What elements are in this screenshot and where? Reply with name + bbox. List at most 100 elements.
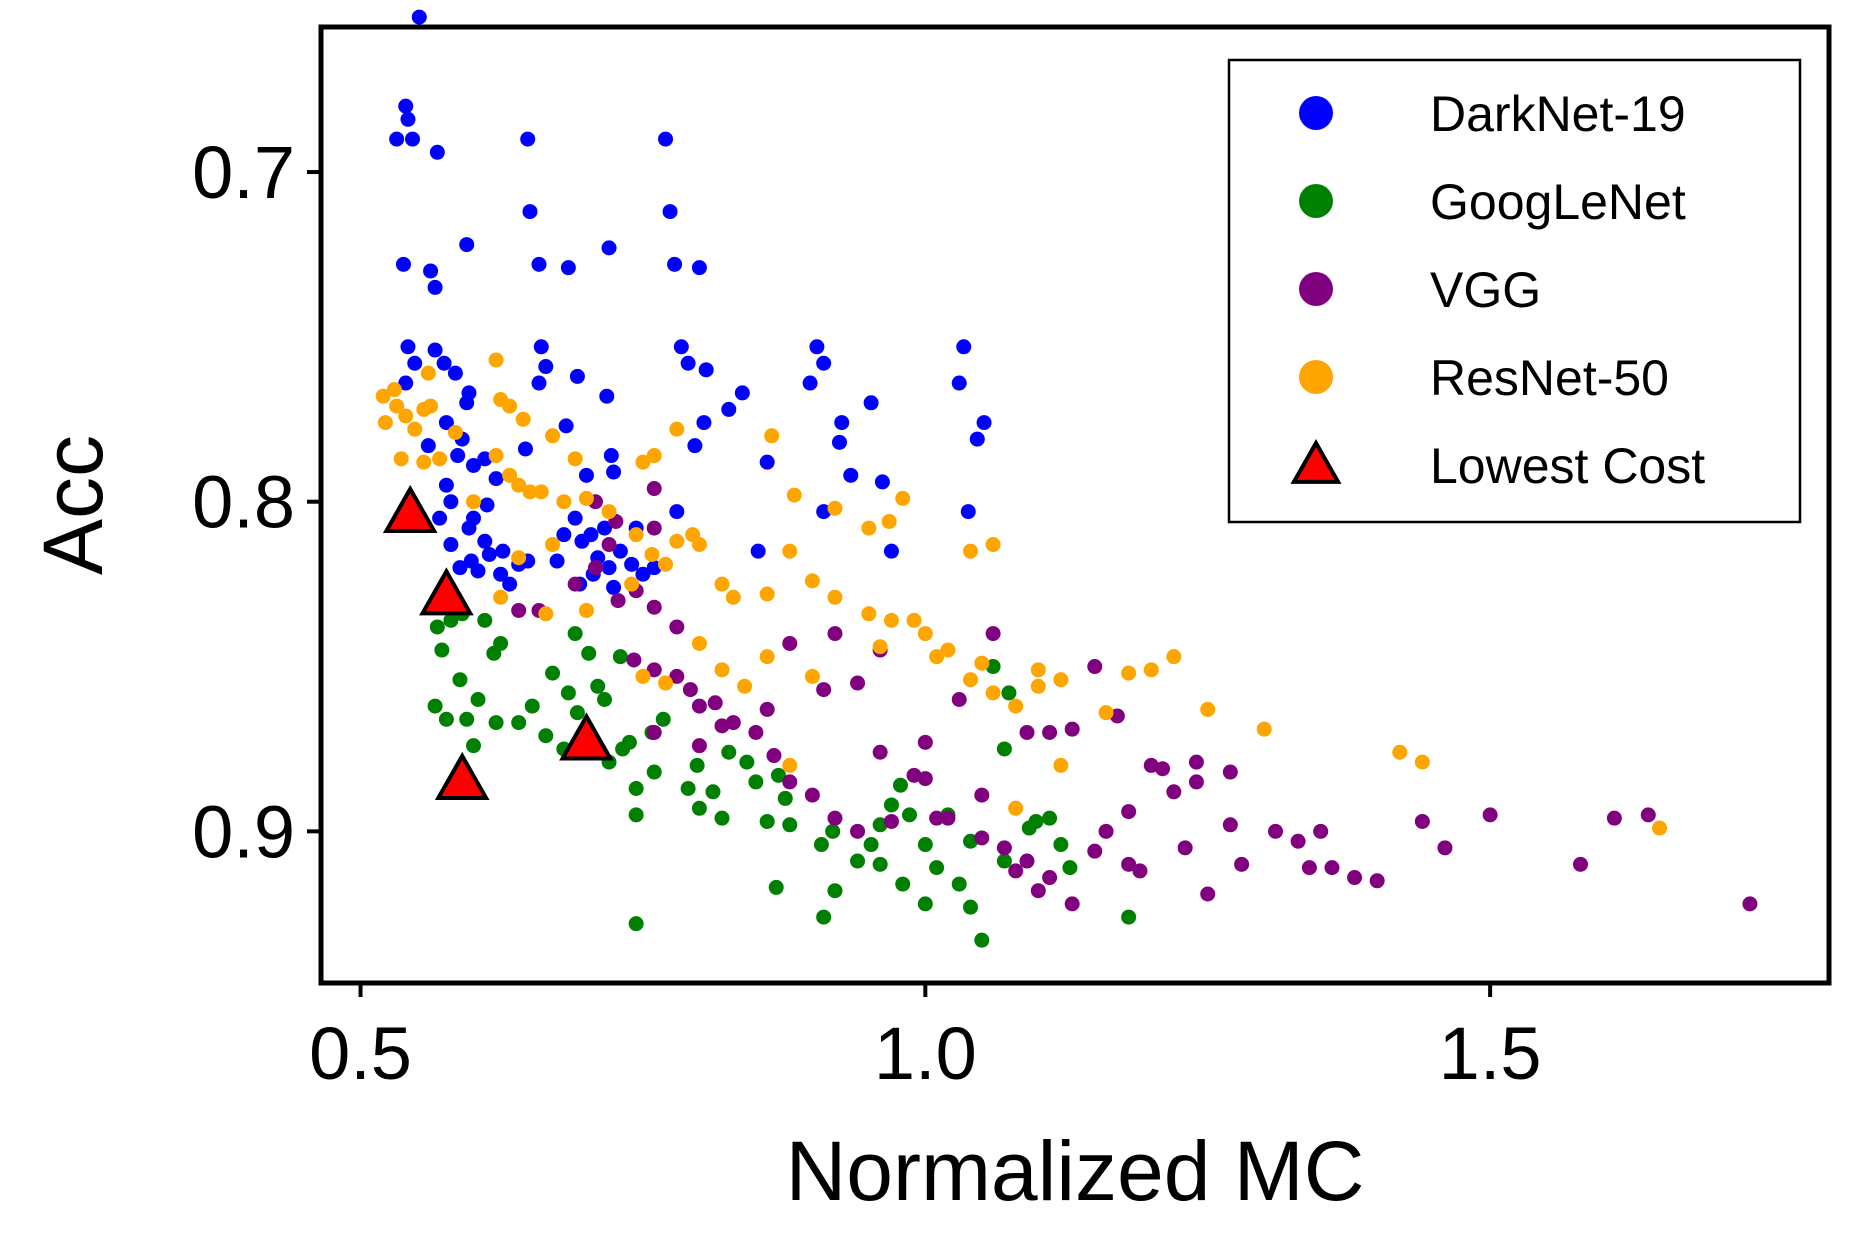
resnet-50-point bbox=[488, 448, 504, 464]
googlenet-point bbox=[1121, 909, 1137, 925]
googlenet-point bbox=[777, 790, 793, 806]
darknet-19-point bbox=[450, 448, 466, 464]
darknet-19-point bbox=[883, 543, 899, 559]
darknet-19-point bbox=[956, 339, 972, 355]
vgg-point bbox=[929, 810, 945, 826]
googlenet-point bbox=[1021, 820, 1037, 836]
googlenet-point bbox=[477, 612, 493, 628]
resnet-50-point bbox=[759, 649, 775, 665]
vgg-point bbox=[691, 698, 707, 714]
vgg-point bbox=[669, 619, 685, 635]
darknet-19-point bbox=[465, 457, 481, 473]
resnet-50-point bbox=[1030, 662, 1046, 678]
resnet-50-point bbox=[1392, 744, 1408, 760]
googlenet-point bbox=[597, 691, 613, 707]
resnet-50-point bbox=[1098, 705, 1114, 721]
resnet-50-point bbox=[974, 655, 990, 671]
darknet-19-point bbox=[398, 98, 414, 114]
vgg-point bbox=[1008, 863, 1024, 879]
series-lowest-cost bbox=[382, 484, 614, 801]
x-axis-label: Normalized MC bbox=[786, 1124, 1365, 1218]
vgg-point bbox=[1064, 896, 1080, 912]
vgg-point bbox=[1200, 886, 1216, 902]
darknet-19-point bbox=[404, 131, 420, 147]
vgg-point bbox=[1234, 856, 1250, 872]
vgg-point bbox=[748, 724, 764, 740]
googlenet-point bbox=[929, 860, 945, 876]
googlenet-point bbox=[691, 800, 707, 816]
legend-marker bbox=[1299, 272, 1333, 306]
resnet-50-point bbox=[1008, 698, 1024, 714]
resnet-50-point bbox=[578, 602, 594, 618]
resnet-50-point bbox=[1053, 757, 1069, 773]
googlenet-point bbox=[655, 711, 671, 727]
vgg-point bbox=[850, 823, 866, 839]
legend-label: Lowest Cost bbox=[1430, 438, 1705, 494]
resnet-50-point bbox=[515, 411, 531, 427]
vgg-point bbox=[1290, 833, 1306, 849]
legend-entry-lowest-cost: Lowest Cost bbox=[1290, 438, 1705, 494]
googlenet-point bbox=[902, 807, 918, 823]
vgg-point bbox=[1064, 721, 1080, 737]
darknet-19-point bbox=[549, 553, 565, 569]
vgg-point bbox=[1166, 784, 1182, 800]
vgg-point bbox=[587, 560, 603, 576]
darknet-19-point bbox=[601, 560, 617, 576]
resnet-50-point bbox=[940, 642, 956, 658]
resnet-50-point bbox=[567, 451, 583, 467]
resnet-50-point bbox=[906, 612, 922, 628]
googlenet-point bbox=[646, 764, 662, 780]
resnet-50-point bbox=[895, 490, 911, 506]
resnet-50-point bbox=[578, 490, 594, 506]
darknet-19-point bbox=[436, 355, 452, 371]
resnet-50-point bbox=[691, 537, 707, 553]
vgg-point bbox=[610, 593, 626, 609]
googlenet-point bbox=[825, 823, 841, 839]
resnet-50-point bbox=[827, 500, 843, 516]
vgg-point bbox=[646, 481, 662, 497]
x-tick-label: 1.0 bbox=[874, 1012, 977, 1095]
darknet-19-point bbox=[427, 342, 443, 358]
darknet-19-point bbox=[831, 434, 847, 450]
darknet-19-point bbox=[646, 560, 662, 576]
googlenet-point bbox=[511, 715, 527, 731]
darknet-19-point bbox=[574, 533, 590, 549]
resnet-50-point bbox=[447, 424, 463, 440]
resnet-50-point bbox=[827, 589, 843, 605]
resnet-50-point bbox=[691, 635, 707, 651]
googlenet-point bbox=[892, 777, 908, 793]
resnet-50-point bbox=[502, 467, 518, 483]
vgg-point bbox=[827, 626, 843, 642]
vgg-point bbox=[682, 682, 698, 698]
darknet-19-point bbox=[558, 418, 574, 434]
vgg-point bbox=[669, 668, 685, 684]
resnet-50-point bbox=[804, 668, 820, 684]
resnet-50-point bbox=[646, 448, 662, 464]
darknet-19-point bbox=[520, 131, 536, 147]
vgg-point bbox=[816, 682, 832, 698]
darknet-19-point bbox=[420, 438, 436, 454]
resnet-50-point bbox=[511, 477, 527, 493]
vgg-point bbox=[883, 813, 899, 829]
darknet-19-point bbox=[438, 415, 454, 431]
darknet-19-point bbox=[843, 467, 859, 483]
vgg-point bbox=[917, 771, 933, 787]
darknet-19-point bbox=[696, 415, 712, 431]
darknet-19-point bbox=[734, 385, 750, 401]
resnet-50-point bbox=[1053, 672, 1069, 688]
googlenet-point bbox=[452, 672, 468, 688]
darknet-19-point bbox=[477, 451, 493, 467]
points-layer bbox=[375, 9, 1758, 948]
resnet-50-point bbox=[635, 668, 651, 684]
resnet-50-point bbox=[725, 589, 741, 605]
resnet-50-point bbox=[502, 398, 518, 414]
darknet-19-point bbox=[669, 504, 685, 520]
y-tick-label: 0.9 bbox=[192, 790, 295, 873]
googlenet-point bbox=[963, 899, 979, 915]
darknet-19-point bbox=[488, 471, 504, 487]
x-tick-label: 1.5 bbox=[1439, 1012, 1542, 1095]
darknet-19-point bbox=[400, 111, 416, 127]
googlenet-point bbox=[816, 909, 832, 925]
darknet-19-point bbox=[427, 279, 443, 295]
vgg-point bbox=[1042, 724, 1058, 740]
